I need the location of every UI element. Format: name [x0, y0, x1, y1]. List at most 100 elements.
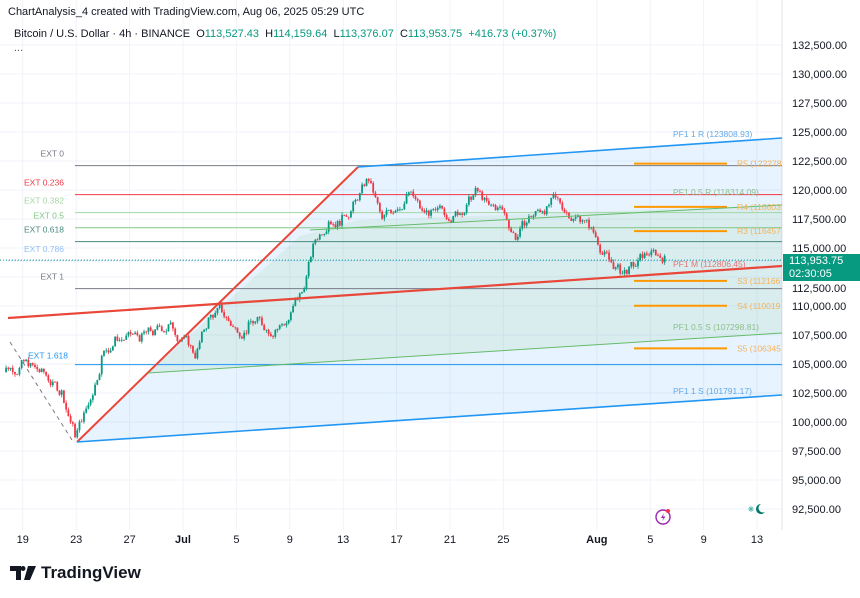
candle-body [283, 324, 286, 326]
candle-body [238, 332, 241, 337]
candle-body [131, 333, 134, 335]
candle-body [436, 207, 439, 210]
fib-level-label: EXT 0.236 [24, 178, 64, 188]
candle-body [461, 213, 464, 215]
price-tick-label: 102,500.00 [792, 388, 847, 400]
alert-icon[interactable] [655, 509, 671, 525]
candle-body [7, 367, 10, 370]
more-button[interactable]: ... [14, 42, 24, 54]
drawing-labels: EXT 0 EXT 0.236 EXT 0.382 EXT 0.5 EXT 0.618 E… [24, 129, 782, 396]
candle-body [45, 371, 48, 376]
time-tick-label: 23 [70, 534, 82, 546]
candle-body [534, 211, 537, 216]
candle-body [630, 262, 633, 267]
candle-body [490, 204, 493, 206]
candle-body [523, 221, 526, 226]
brand-name: TradingView [41, 563, 141, 582]
price-tick-label: 107,500.00 [792, 330, 847, 342]
candle-body [641, 254, 644, 258]
candle-body [109, 350, 112, 353]
candle-body [423, 210, 426, 213]
candle-body [612, 262, 615, 269]
candle-body [281, 324, 283, 326]
candle-body [249, 321, 252, 322]
candle-body [16, 374, 19, 376]
candle-body [94, 384, 96, 396]
candle-body [492, 204, 495, 206]
candle-body [63, 390, 65, 403]
time-axis[interactable]: 19 23 27 Jul 5 9 13 17 21 25 Aug 5 9 13 [17, 534, 764, 546]
symbol-legend[interactable]: Bitcoin / U.S. Dollar · 4h · BINANCE O11… [14, 28, 556, 40]
candle-body [123, 339, 125, 341]
candle-body [296, 299, 299, 301]
candle-body [225, 316, 228, 318]
candle-body [174, 328, 177, 335]
candle-body [78, 421, 81, 431]
pitchfork-median [7, 264, 783, 320]
pitchfork-upper [357, 137, 783, 168]
candle-body [654, 249, 657, 256]
candle-body [643, 253, 646, 258]
candle-body [343, 214, 346, 216]
candle-body [292, 305, 294, 313]
candle-body [145, 331, 148, 333]
candle-body [568, 212, 570, 219]
candle-body [470, 196, 472, 200]
close-label: C [399, 28, 408, 40]
candle-body [378, 203, 381, 212]
candle-body [165, 331, 168, 333]
candle-body [18, 368, 21, 375]
candle-body [34, 364, 36, 368]
candle-body [663, 255, 666, 263]
candle-body [169, 322, 172, 325]
candle-body [652, 249, 655, 252]
candle-body [74, 423, 76, 438]
candle-body [583, 220, 586, 222]
price-axis[interactable]: 132,500.00 130,000.00 127,500.00 125,000.00… [792, 40, 847, 516]
candle-body [605, 251, 608, 253]
candle-body [632, 262, 635, 267]
candle-body [459, 213, 461, 215]
candle-body [374, 192, 377, 198]
close-value: 113,953.75 [407, 28, 463, 40]
candle-body [220, 304, 223, 313]
candle-body [345, 215, 348, 217]
pitchfork-label: PF1 0.5 S (107298.81) [673, 322, 759, 332]
candle-body [196, 348, 199, 359]
candle-body [114, 336, 116, 347]
candle-body [25, 359, 27, 362]
price-tick-label: 100,000.00 [792, 417, 847, 429]
candle-body [592, 227, 595, 233]
candle-body [138, 335, 141, 342]
candle-body [439, 205, 441, 208]
tradingview-logo[interactable]: TradingView [10, 563, 141, 583]
pitchfork-half-lower [147, 332, 783, 374]
candle-body [383, 214, 386, 219]
candle-body [89, 399, 92, 405]
pivot-label: S5 (106345 [737, 343, 781, 353]
pivot-label: R5 (122278 [737, 159, 782, 169]
candle-body [325, 231, 328, 234]
candle-body [312, 243, 315, 258]
fib-level-label: EXT 0.618 [24, 225, 64, 235]
candle-body [87, 404, 90, 409]
candle-body [370, 181, 372, 184]
candle-body [100, 355, 103, 375]
price-tick-label: 125,000.00 [792, 127, 847, 139]
candle-body [223, 312, 226, 317]
candle-body [536, 209, 539, 212]
candle-body [588, 219, 590, 229]
time-tick-label: 25 [497, 534, 509, 546]
session-icon[interactable] [748, 504, 765, 514]
candle-body [499, 206, 501, 208]
candle-body [530, 216, 533, 218]
candle-body [543, 211, 546, 215]
candle-body [476, 187, 479, 192]
candle-body [483, 197, 486, 200]
candle-body [419, 200, 421, 209]
candle-body [510, 228, 513, 233]
candle-body [421, 208, 424, 211]
candle-body [69, 416, 72, 423]
candle-body [570, 218, 573, 221]
